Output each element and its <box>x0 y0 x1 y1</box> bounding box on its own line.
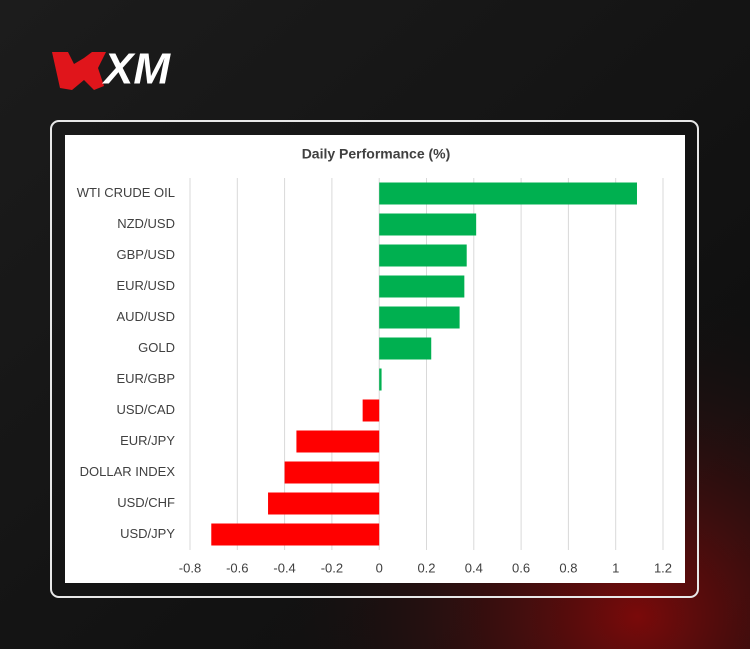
x-tick-label: 1.2 <box>654 560 672 575</box>
chart-title: Daily Performance (%) <box>302 146 451 162</box>
bar <box>211 523 380 546</box>
bar <box>284 461 380 484</box>
x-tick-label: 0 <box>376 560 383 575</box>
bar <box>379 213 477 236</box>
y-tick-label: GBP/USD <box>116 247 175 262</box>
bar <box>379 306 460 329</box>
logo-icon <box>52 52 106 90</box>
x-tick-label: 0.8 <box>559 560 577 575</box>
x-tick-label: 1 <box>612 560 619 575</box>
logo-text: XM <box>101 45 171 94</box>
y-tick-label: EUR/GBP <box>116 371 175 386</box>
x-tick-label: -0.6 <box>226 560 248 575</box>
y-tick-label: EUR/JPY <box>120 433 175 448</box>
y-tick-label: AUD/USD <box>116 309 175 324</box>
x-tick-label: 0.6 <box>512 560 530 575</box>
y-tick-label: GOLD <box>138 340 175 355</box>
y-tick-label: WTI CRUDE OIL <box>77 185 175 200</box>
x-tick-label: -0.2 <box>321 560 343 575</box>
panel-border <box>50 120 699 598</box>
y-tick-label: USD/JPY <box>120 526 175 541</box>
y-tick-label: USD/CHF <box>117 495 175 510</box>
y-tick-label: EUR/USD <box>116 278 175 293</box>
bar <box>296 430 380 453</box>
bar <box>379 244 467 267</box>
x-tick-label: 0.4 <box>465 560 483 575</box>
y-tick-label: NZD/USD <box>117 216 175 231</box>
y-tick-label: DOLLAR INDEX <box>80 464 176 479</box>
bar <box>379 368 382 391</box>
plot: -0.8 -0.6 -0.4 -0.2 0 0.2 0.4 0.6 0.8 1 1.2 WTI CRU… <box>77 178 672 575</box>
bar <box>362 399 380 422</box>
bar <box>379 275 465 298</box>
x-tick-label: 0.2 <box>417 560 435 575</box>
logo: XM <box>52 45 171 94</box>
bar <box>379 337 432 360</box>
bar <box>379 182 637 205</box>
x-tick-label: -0.8 <box>179 560 201 575</box>
x-tick-label: -0.4 <box>273 560 295 575</box>
bar <box>268 492 380 515</box>
y-tick-label: USD/CAD <box>116 402 175 417</box>
